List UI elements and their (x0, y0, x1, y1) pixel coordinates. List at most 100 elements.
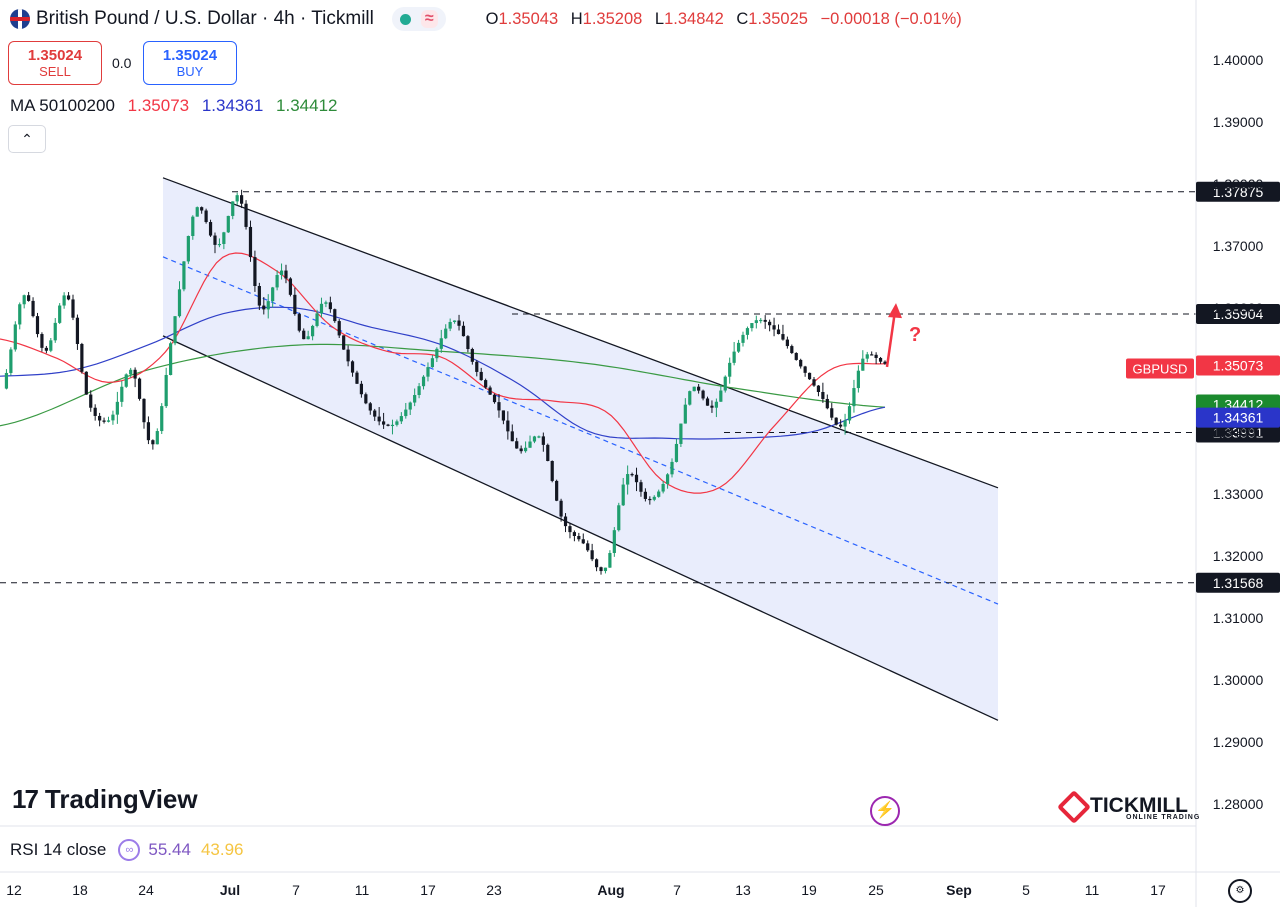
candle-body (723, 376, 727, 391)
buy-button[interactable]: 1.35024 BUY (143, 41, 237, 85)
channel-midline (162, 256, 999, 605)
candle-body (497, 402, 501, 411)
candle-body (186, 235, 190, 262)
candle-body (697, 386, 701, 391)
candle-body (825, 398, 829, 409)
candle-body (169, 343, 173, 376)
candle-body (674, 443, 679, 462)
ma200-line (0, 343, 886, 427)
candle-body (768, 321, 772, 326)
candle-body (856, 370, 860, 389)
wave-icon: ≈ (420, 10, 438, 28)
x-tick-12: 25 (868, 882, 884, 898)
candle-body (377, 416, 381, 422)
x-tick-3: Jul (220, 882, 240, 898)
x-tick-7: 23 (486, 882, 502, 898)
candle-body (870, 354, 874, 356)
market-status[interactable]: ≈ (391, 7, 446, 31)
price-tag-2: 1.34361 (1213, 410, 1264, 426)
x-tick-8: Aug (597, 882, 624, 898)
rsi-indicator-icon: ∞ (118, 839, 141, 861)
candle-body (630, 474, 634, 476)
candle-body (714, 401, 718, 408)
candle-body (550, 461, 554, 481)
candle-body (195, 207, 199, 217)
gbp-usd-flag-icon (10, 9, 30, 29)
candle-body (208, 222, 213, 236)
candle-body (244, 203, 248, 227)
level-tag-3: 1.31568 (1213, 575, 1264, 591)
candle-body (807, 372, 812, 380)
candle-body (812, 379, 816, 386)
candle-body (608, 553, 612, 568)
candle-body (22, 295, 26, 305)
ma200-value: 1.34412 (276, 96, 338, 115)
candle-body (523, 447, 528, 452)
candle-body (408, 402, 412, 410)
candle-body (84, 371, 88, 395)
candle-body (528, 441, 532, 448)
candle-body (426, 367, 430, 377)
candle-body (816, 385, 821, 392)
candle-body (328, 302, 332, 310)
tickmill-logo: TICKMILL ONLINE TRADING (1060, 792, 1199, 822)
sell-price: 1.35024 (27, 46, 83, 64)
candle-body (18, 304, 22, 325)
candle-body (342, 335, 346, 350)
collapse-legend-button[interactable]: ⌃ (8, 125, 46, 153)
candle-body (430, 358, 435, 368)
candle-body (621, 484, 625, 506)
time-axis[interactable]: 12 18 24 Jul 7 11 17 23 Aug 7 13 19 25 Sep 5 11 17 (0, 871, 1280, 898)
candle-body (306, 336, 310, 340)
candle-body (776, 329, 781, 335)
projection-arrow: ? (885, 303, 921, 368)
candle-body (204, 210, 208, 223)
candle-body (444, 328, 448, 339)
gear-icon[interactable]: ⚙ (1228, 879, 1252, 903)
candle-body (883, 361, 887, 364)
candle-body (324, 302, 328, 304)
candle-body (89, 394, 93, 408)
lightning-icon[interactable]: ⚡ (870, 796, 900, 826)
sell-button[interactable]: 1.35024 SELL (8, 41, 102, 85)
candle-body (146, 422, 151, 441)
tradingview-logo[interactable]: 17 TradingView (12, 784, 198, 815)
candle-body (626, 474, 630, 485)
candle-body (515, 441, 519, 449)
candle-body (874, 354, 878, 358)
candle-body (865, 354, 869, 359)
candle-body (284, 270, 288, 279)
candle-body (111, 414, 115, 421)
candle-body (359, 383, 364, 395)
candle-body (466, 336, 470, 350)
candle-body (577, 536, 581, 540)
ma50-line (0, 252, 886, 494)
candle-body (98, 415, 102, 421)
market-open-icon (399, 13, 411, 25)
ma-legend[interactable]: MA 50100200 1.35073 1.34361 1.34412 (10, 96, 345, 116)
tickmill-wordmark: TICKMILL (1090, 793, 1188, 817)
ohlc-close: 1.35025 (748, 9, 808, 28)
candle-body (736, 342, 741, 352)
candle-body (182, 261, 186, 290)
rsi-legend[interactable]: RSI 14 close ∞ 55.44 43.96 (10, 839, 243, 861)
candle-body (785, 339, 789, 347)
candle-body (262, 305, 266, 310)
candle-body (27, 295, 31, 301)
candle-body (572, 532, 576, 537)
candle-body (435, 348, 439, 359)
candle-body (4, 372, 9, 389)
candle-body (235, 195, 239, 202)
candle-body (643, 491, 647, 499)
candle-body (679, 423, 683, 444)
channel-upper-line (162, 177, 999, 489)
price-tag-bg-0 (1196, 355, 1280, 376)
candle-body (830, 408, 834, 418)
candle-body (66, 295, 71, 300)
candle-body (470, 349, 474, 362)
x-tick-2: 24 (138, 882, 154, 898)
candle-body (634, 474, 639, 483)
symbol-title[interactable]: British Pound / U.S. Dollar · 4h · Tickm… (36, 8, 374, 29)
